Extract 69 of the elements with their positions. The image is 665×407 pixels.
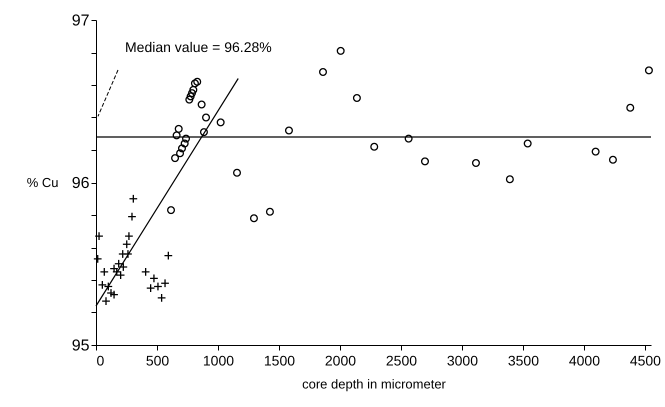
point — [110, 290, 119, 300]
point — [176, 149, 184, 158]
point — [141, 267, 150, 276]
point — [100, 267, 109, 276]
point — [172, 131, 181, 140]
x-tick-label: 3500 — [508, 352, 540, 368]
point — [146, 284, 156, 293]
point — [336, 46, 345, 55]
point — [250, 214, 258, 222]
point — [472, 159, 480, 167]
point — [266, 208, 274, 216]
ref-line-label: Median value = 96.28% — [125, 39, 272, 55]
point — [198, 100, 206, 108]
point — [592, 148, 600, 156]
x-tick-label: 4000 — [568, 352, 600, 368]
point — [190, 79, 199, 88]
x-tick-label: 2000 — [324, 352, 356, 368]
point — [233, 168, 242, 177]
point — [216, 118, 225, 126]
point — [352, 94, 361, 102]
x-tick-label: 4500 — [630, 352, 662, 368]
point — [185, 96, 194, 104]
point — [200, 128, 208, 136]
point — [182, 134, 190, 143]
point — [171, 154, 180, 162]
point — [127, 212, 137, 222]
point — [420, 157, 429, 166]
point — [193, 78, 202, 86]
y-tick-label: 97 — [72, 12, 90, 30]
point — [178, 144, 186, 152]
point — [157, 293, 166, 302]
y-axis-title: % Cu — [26, 175, 58, 190]
point — [524, 140, 532, 148]
point — [318, 68, 328, 76]
point — [188, 89, 196, 98]
y-tick-label: 96 — [72, 175, 90, 192]
point — [149, 274, 158, 283]
point — [122, 240, 132, 249]
point — [626, 104, 634, 112]
point — [128, 194, 138, 204]
x-tick-label: 0 — [96, 352, 104, 368]
point — [101, 296, 111, 306]
point — [644, 66, 653, 74]
point — [174, 124, 183, 133]
x-tick-label: 500 — [146, 352, 170, 368]
point — [186, 92, 195, 100]
point — [123, 249, 132, 259]
point — [164, 251, 173, 260]
point — [608, 156, 617, 164]
x-tick-label: 1000 — [202, 352, 234, 368]
point — [94, 232, 104, 241]
point — [284, 126, 293, 134]
point — [160, 278, 170, 288]
point — [202, 114, 210, 122]
point — [189, 86, 198, 94]
point — [93, 254, 102, 264]
point — [153, 282, 162, 292]
y-tick-label: 95 — [72, 338, 90, 354]
x-tick-label: 3000 — [446, 352, 478, 368]
x-tick-label: 2500 — [386, 352, 418, 368]
point — [180, 140, 189, 148]
point — [167, 206, 176, 214]
x-axis-title: core depth in micrometer — [302, 376, 447, 392]
point — [506, 175, 514, 184]
point — [124, 232, 134, 241]
point — [116, 270, 126, 280]
point — [370, 142, 378, 151]
x-tick-label: 1500 — [264, 352, 296, 368]
point — [404, 134, 413, 143]
